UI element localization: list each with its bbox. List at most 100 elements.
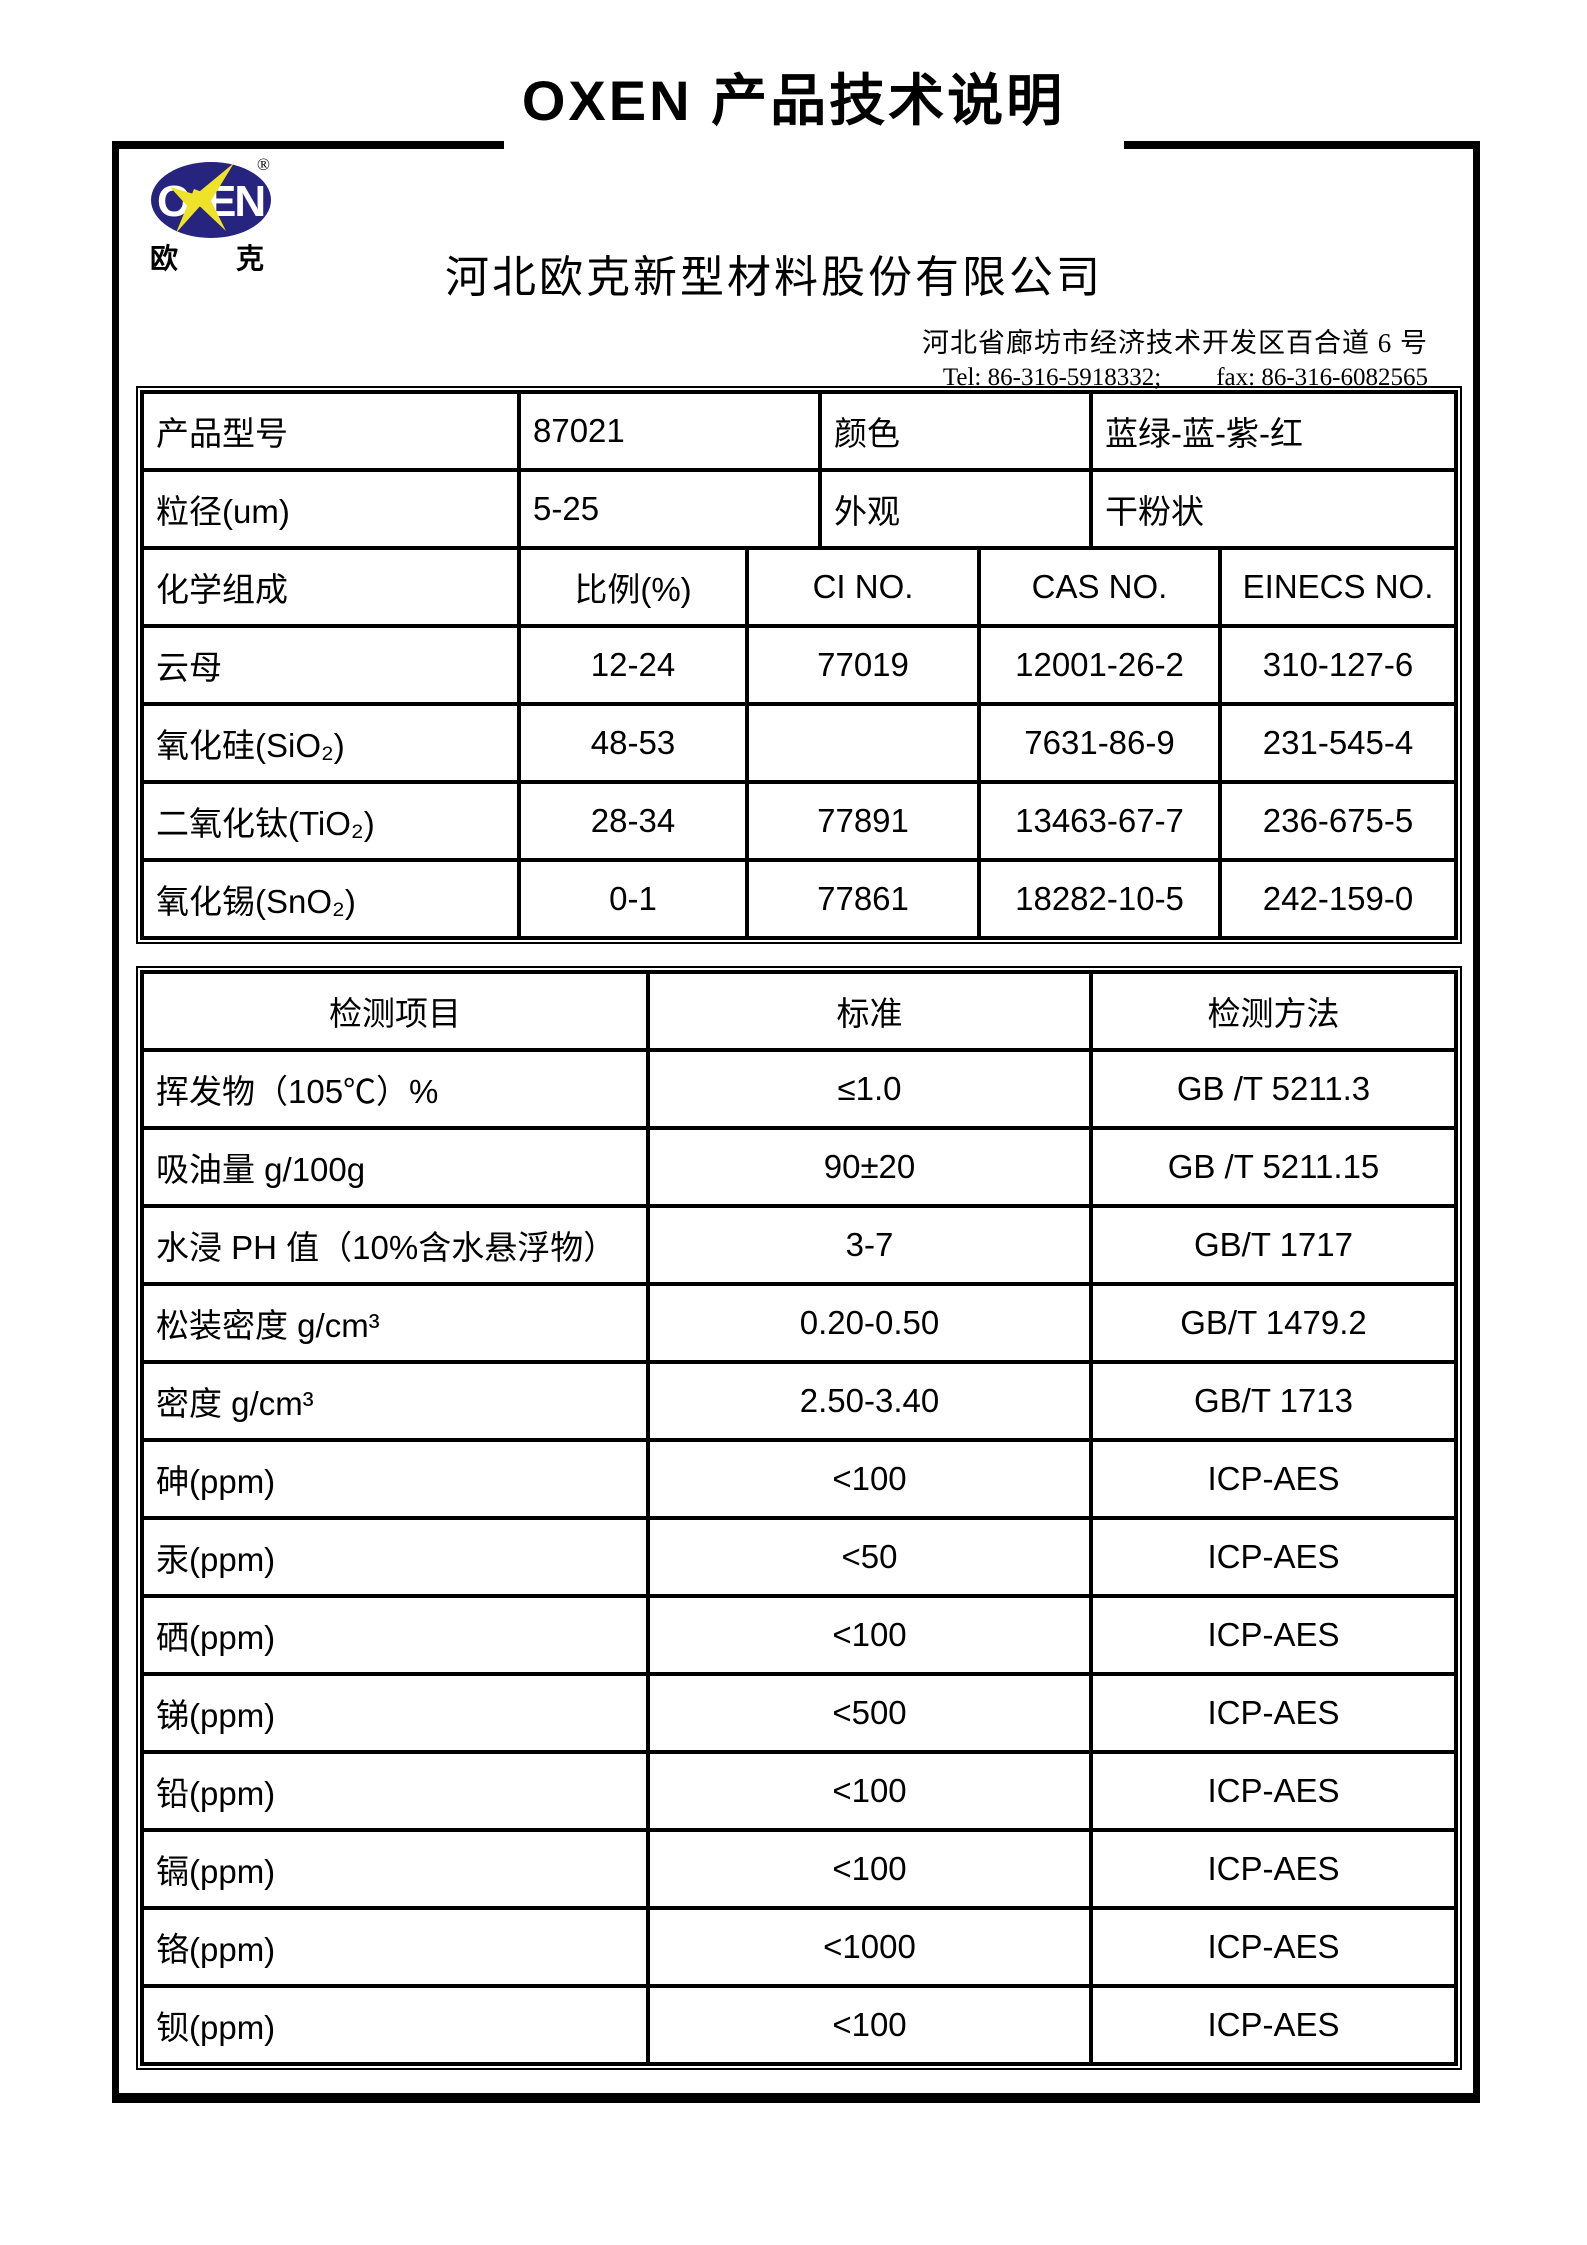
- table-row: 二氧化钛(TiO₂) 28-34 77891 13463-67-7 236-67…: [140, 780, 1459, 862]
- test-method: ICP-AES: [1089, 1984, 1458, 2066]
- composition-cell: [744, 702, 982, 784]
- test-item: 砷(ppm): [140, 1438, 650, 1520]
- composition-name: 氧化锡(SnO₂): [140, 858, 521, 940]
- composition-cell: 77019: [744, 624, 982, 706]
- composition-cell: 77891: [744, 780, 982, 862]
- test-item: 铅(ppm): [140, 1750, 650, 1832]
- column-header: 比例(%): [517, 546, 749, 628]
- table-row: 松装密度 g/cm³ 0.20-0.50 GB/T 1479.2: [140, 1282, 1458, 1364]
- composition-cell: 12001-26-2: [977, 624, 1223, 706]
- table-header-row: 检测项目 标准 检测方法: [140, 970, 1458, 1052]
- test-standard: <100: [646, 1594, 1093, 1676]
- info-value: 5-25: [516, 468, 823, 550]
- table-row: 锑(ppm) <500 ICP-AES: [140, 1672, 1458, 1754]
- test-standard: ≤1.0: [646, 1048, 1093, 1130]
- logo-star-x-icon: [170, 163, 234, 233]
- company-tel: Tel: 86-316-5918332;: [942, 364, 1162, 391]
- test-standard: 0.20-0.50: [646, 1282, 1093, 1364]
- composition-cell: 310-127-6: [1218, 624, 1459, 706]
- test-item: 硒(ppm): [140, 1594, 650, 1676]
- company-name: 河北欧克新型材料股份有限公司: [445, 253, 1103, 302]
- test-standard: 2.50-3.40: [646, 1360, 1093, 1442]
- composition-name: 二氧化钛(TiO₂): [140, 780, 521, 862]
- test-method: ICP-AES: [1089, 1906, 1458, 1988]
- column-header: CI NO.: [744, 546, 982, 628]
- table-row: 密度 g/cm³ 2.50-3.40 GB/T 1713: [140, 1360, 1458, 1442]
- test-standard: <100: [646, 1750, 1093, 1832]
- contact-block: 河北省廊坊市经济技术开发区百合道 6 号 Tel: 86-316-5918332…: [922, 327, 1428, 393]
- tel-fax-line: Tel: 86-316-5918332; fax: 86-316-6082565: [922, 363, 1428, 393]
- test-standard: <500: [646, 1672, 1093, 1754]
- composition-cell: 48-53: [517, 702, 749, 784]
- company-fax: fax: 86-316-6082565: [1216, 364, 1428, 391]
- title-rule-left: [112, 141, 504, 149]
- composition-cell: 0-1: [517, 858, 749, 940]
- test-standard: <100: [646, 1438, 1093, 1520]
- document-frame: O EN ® 欧 克 河北欧克新型材料股份有限公司 河北省廊坊市经济技术开发区百…: [112, 141, 1480, 2103]
- test-method: GB/T 1479.2: [1089, 1282, 1458, 1364]
- test-method: GB /T 5211.15: [1089, 1126, 1458, 1208]
- test-item: 吸油量 g/100g: [140, 1126, 650, 1208]
- composition-cell: 242-159-0: [1218, 858, 1459, 940]
- composition-cell: 12-24: [517, 624, 749, 706]
- composition-cell: 236-675-5: [1218, 780, 1459, 862]
- test-item: 铬(ppm): [140, 1906, 650, 1988]
- test-method: ICP-AES: [1089, 1594, 1458, 1676]
- composition-cell: 7631-86-9: [977, 702, 1223, 784]
- table-row: 氧化硅(SiO₂) 48-53 7631-86-9 231-545-4: [140, 702, 1459, 784]
- info-value: 蓝绿-蓝-紫-红: [1089, 390, 1459, 472]
- test-method: ICP-AES: [1089, 1672, 1458, 1754]
- test-standard: 3-7: [646, 1204, 1093, 1286]
- logo-caption-left: 欧: [150, 243, 179, 274]
- test-method: ICP-AES: [1089, 1750, 1458, 1832]
- logo-caption: 欧 克: [150, 245, 264, 273]
- test-item: 镉(ppm): [140, 1828, 650, 1910]
- table-row: 钡(ppm) <100 ICP-AES: [140, 1984, 1458, 2066]
- test-standards-table: 检测项目 标准 检测方法 挥发物（105℃）% ≤1.0 GB /T 5211.…: [136, 966, 1462, 2070]
- page-title: OXEN 产品技术说明: [521, 69, 1066, 132]
- test-method: GB /T 5211.3: [1089, 1048, 1458, 1130]
- table-row: 硒(ppm) <100 ICP-AES: [140, 1594, 1458, 1676]
- composition-cell: 28-34: [517, 780, 749, 862]
- column-header: 化学组成: [140, 546, 521, 628]
- column-header: CAS NO.: [977, 546, 1223, 628]
- table-row: 砷(ppm) <100 ICP-AES: [140, 1438, 1458, 1520]
- oxen-logo-icon: O EN: [151, 162, 271, 238]
- test-standard: 90±20: [646, 1126, 1093, 1208]
- test-item: 钡(ppm): [140, 1984, 650, 2066]
- info-value: 87021: [516, 390, 823, 472]
- test-item: 水浸 PH 值（10%含水悬浮物）: [140, 1204, 650, 1286]
- table-row: 铅(ppm) <100 ICP-AES: [140, 1750, 1458, 1832]
- table-row: 吸油量 g/100g 90±20 GB /T 5211.15: [140, 1126, 1458, 1208]
- test-method: ICP-AES: [1089, 1828, 1458, 1910]
- column-header: 检测方法: [1089, 970, 1458, 1052]
- composition-cell: 18282-10-5: [977, 858, 1223, 940]
- test-method: GB/T 1713: [1089, 1360, 1458, 1442]
- table-row: 铬(ppm) <1000 ICP-AES: [140, 1906, 1458, 1988]
- test-method: ICP-AES: [1089, 1438, 1458, 1520]
- table-header-row: 化学组成 比例(%) CI NO. CAS NO. EINECS NO.: [140, 546, 1459, 628]
- info-label: 外观: [818, 468, 1094, 550]
- column-header: EINECS NO.: [1218, 546, 1459, 628]
- product-spec-table: 产品型号 87021 颜色 蓝绿-蓝-紫-红 粒径(um) 5-25 外观 干粉…: [135, 386, 1463, 944]
- table-row: 产品型号 87021 颜色 蓝绿-蓝-紫-红: [140, 390, 1459, 472]
- column-header: 检测项目: [140, 970, 650, 1052]
- info-label: 颜色: [818, 390, 1094, 472]
- registered-trademark-icon: ®: [257, 155, 270, 174]
- table-row: 挥发物（105℃）% ≤1.0 GB /T 5211.3: [140, 1048, 1458, 1130]
- composition-name: 氧化硅(SiO₂): [140, 702, 521, 784]
- logo-caption-right: 克: [235, 243, 264, 274]
- table-row: 水浸 PH 值（10%含水悬浮物） 3-7 GB/T 1717: [140, 1204, 1458, 1286]
- composition-cell: 231-545-4: [1218, 702, 1459, 784]
- test-method: ICP-AES: [1089, 1516, 1458, 1598]
- info-label: 产品型号: [140, 390, 521, 472]
- info-value: 干粉状: [1089, 468, 1459, 550]
- test-standard: <1000: [646, 1906, 1093, 1988]
- test-standard: <100: [646, 1828, 1093, 1910]
- test-standard: <100: [646, 1984, 1093, 2066]
- composition-name: 云母: [140, 624, 521, 706]
- test-item: 挥发物（105℃）%: [140, 1048, 650, 1130]
- test-item: 汞(ppm): [140, 1516, 650, 1598]
- company-address: 河北省廊坊市经济技术开发区百合道 6 号: [922, 328, 1428, 358]
- table-row: 云母 12-24 77019 12001-26-2 310-127-6: [140, 624, 1459, 706]
